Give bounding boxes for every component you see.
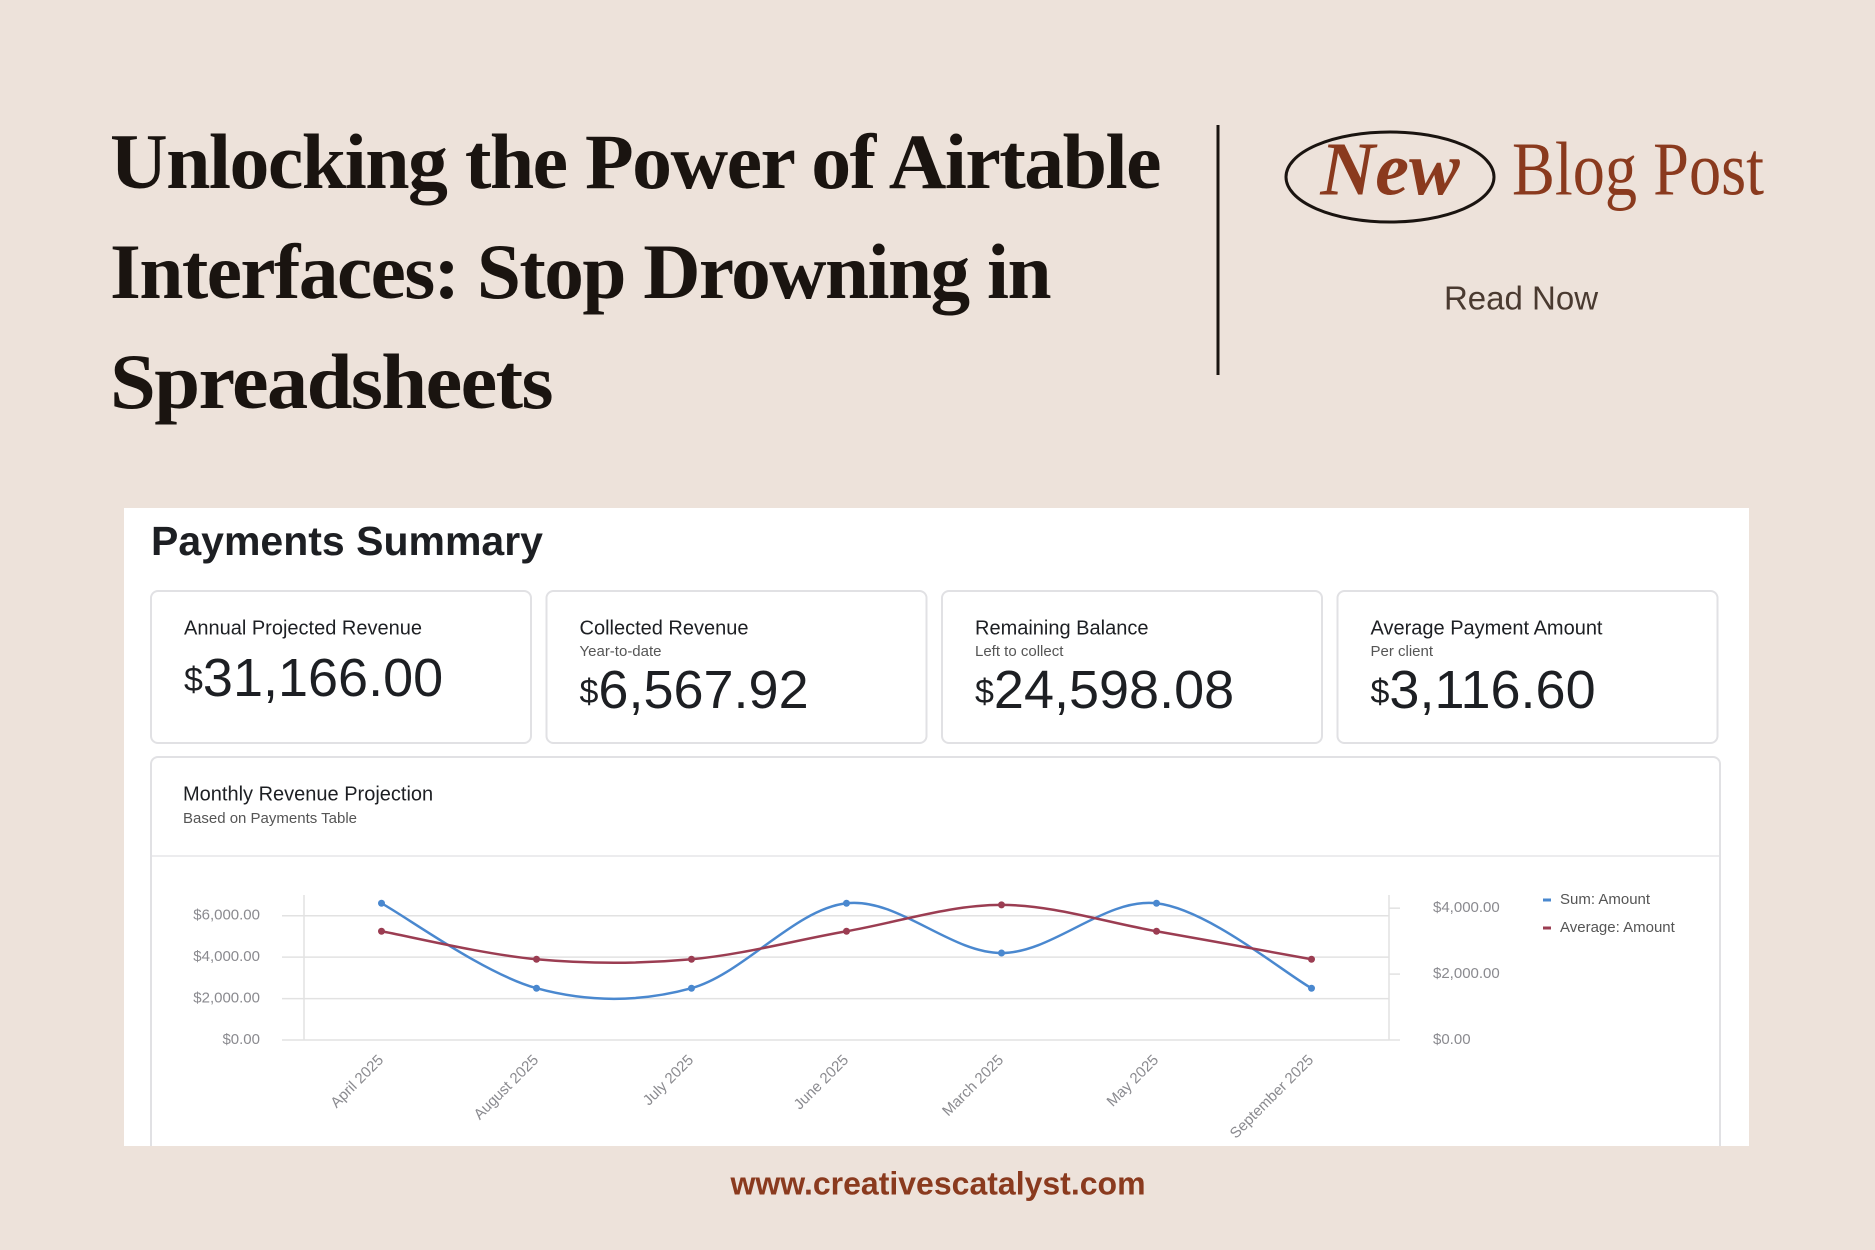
kpi-sublabel: Left to collect <box>975 643 1064 660</box>
data-point <box>533 984 540 992</box>
kpi-currency: $ <box>1371 673 1390 711</box>
kpi-number: 31,166.00 <box>203 648 443 708</box>
data-point <box>1153 899 1160 907</box>
kpi-number: 6,567.92 <box>598 660 808 720</box>
kpi-sublabel: Per client <box>1371 643 1434 660</box>
kpi-value: $6,567.92 <box>580 660 809 720</box>
kpi-number: 3,116.60 <box>1389 660 1595 720</box>
y-tick-label: $2,000.00 <box>193 990 260 1007</box>
headline-line: Interfaces: Stop Drowning in <box>110 228 1051 315</box>
legend-label: Average: Amount <box>1560 919 1676 936</box>
y-tick-label: $4,000.00 <box>193 948 260 965</box>
y2-tick-label: $4,000.00 <box>1433 899 1500 916</box>
data-point <box>378 927 385 935</box>
kpi-currency: $ <box>975 673 994 711</box>
data-point <box>998 949 1005 957</box>
dashboard: Payments Summary Monthly Revenue Project… <box>124 508 1749 1146</box>
y2-tick-label: $2,000.00 <box>1433 965 1500 982</box>
y-tick-label: $0.00 <box>222 1031 260 1048</box>
data-point <box>688 955 695 963</box>
kpi-value: $3,116.60 <box>1371 660 1596 720</box>
headline-line: Unlocking the Power of Airtable <box>110 118 1160 205</box>
kpi-card <box>545 590 928 744</box>
chart-card <box>150 756 1721 1146</box>
kpi-card <box>150 590 532 744</box>
kpi-currency: $ <box>184 661 203 699</box>
y-tick-label: $6,000.00 <box>193 907 260 924</box>
data-point <box>533 955 540 963</box>
data-point <box>688 984 695 992</box>
kpi-card <box>1336 590 1719 744</box>
data-point <box>1308 955 1315 963</box>
chart-subtitle: Based on Payments Table <box>183 810 357 827</box>
kpi-number: 24,598.08 <box>994 660 1234 720</box>
data-point <box>843 899 850 907</box>
kpi-label: Remaining Balance <box>975 617 1148 639</box>
data-point <box>998 901 1005 909</box>
headline: Unlocking the Power of Airtable Interfac… <box>110 118 1162 425</box>
legend-label: Sum: Amount <box>1560 891 1651 908</box>
kpi-label: Average Payment Amount <box>1371 617 1603 639</box>
dashboard-title: Payments Summary <box>151 518 543 564</box>
data-point <box>378 899 385 907</box>
y2-tick-label: $0.00 <box>1433 1031 1471 1048</box>
data-point <box>1153 927 1160 935</box>
badge-outline <box>1284 130 1496 224</box>
data-point <box>1308 984 1315 992</box>
kpi-value: $31,166.00 <box>184 648 443 708</box>
kpi-card <box>941 590 1323 744</box>
kpi-sublabel: Year-to-date <box>580 643 662 660</box>
kpi-currency: $ <box>580 673 599 711</box>
blog-label: Blog Post <box>1512 127 1764 211</box>
kpi-value: $24,598.08 <box>975 660 1234 720</box>
headline-line: Spreadsheets <box>110 338 552 425</box>
kpi-label: Collected Revenue <box>580 617 749 639</box>
data-point <box>843 927 850 935</box>
kpi-label: Annual Projected Revenue <box>184 617 422 639</box>
footer-url[interactable]: www.creativescatalyst.com <box>729 1165 1145 1201</box>
badge: New <box>1319 127 1460 211</box>
chart-title: Monthly Revenue Projection <box>183 783 433 805</box>
read-now[interactable]: Read Now <box>1444 280 1598 317</box>
